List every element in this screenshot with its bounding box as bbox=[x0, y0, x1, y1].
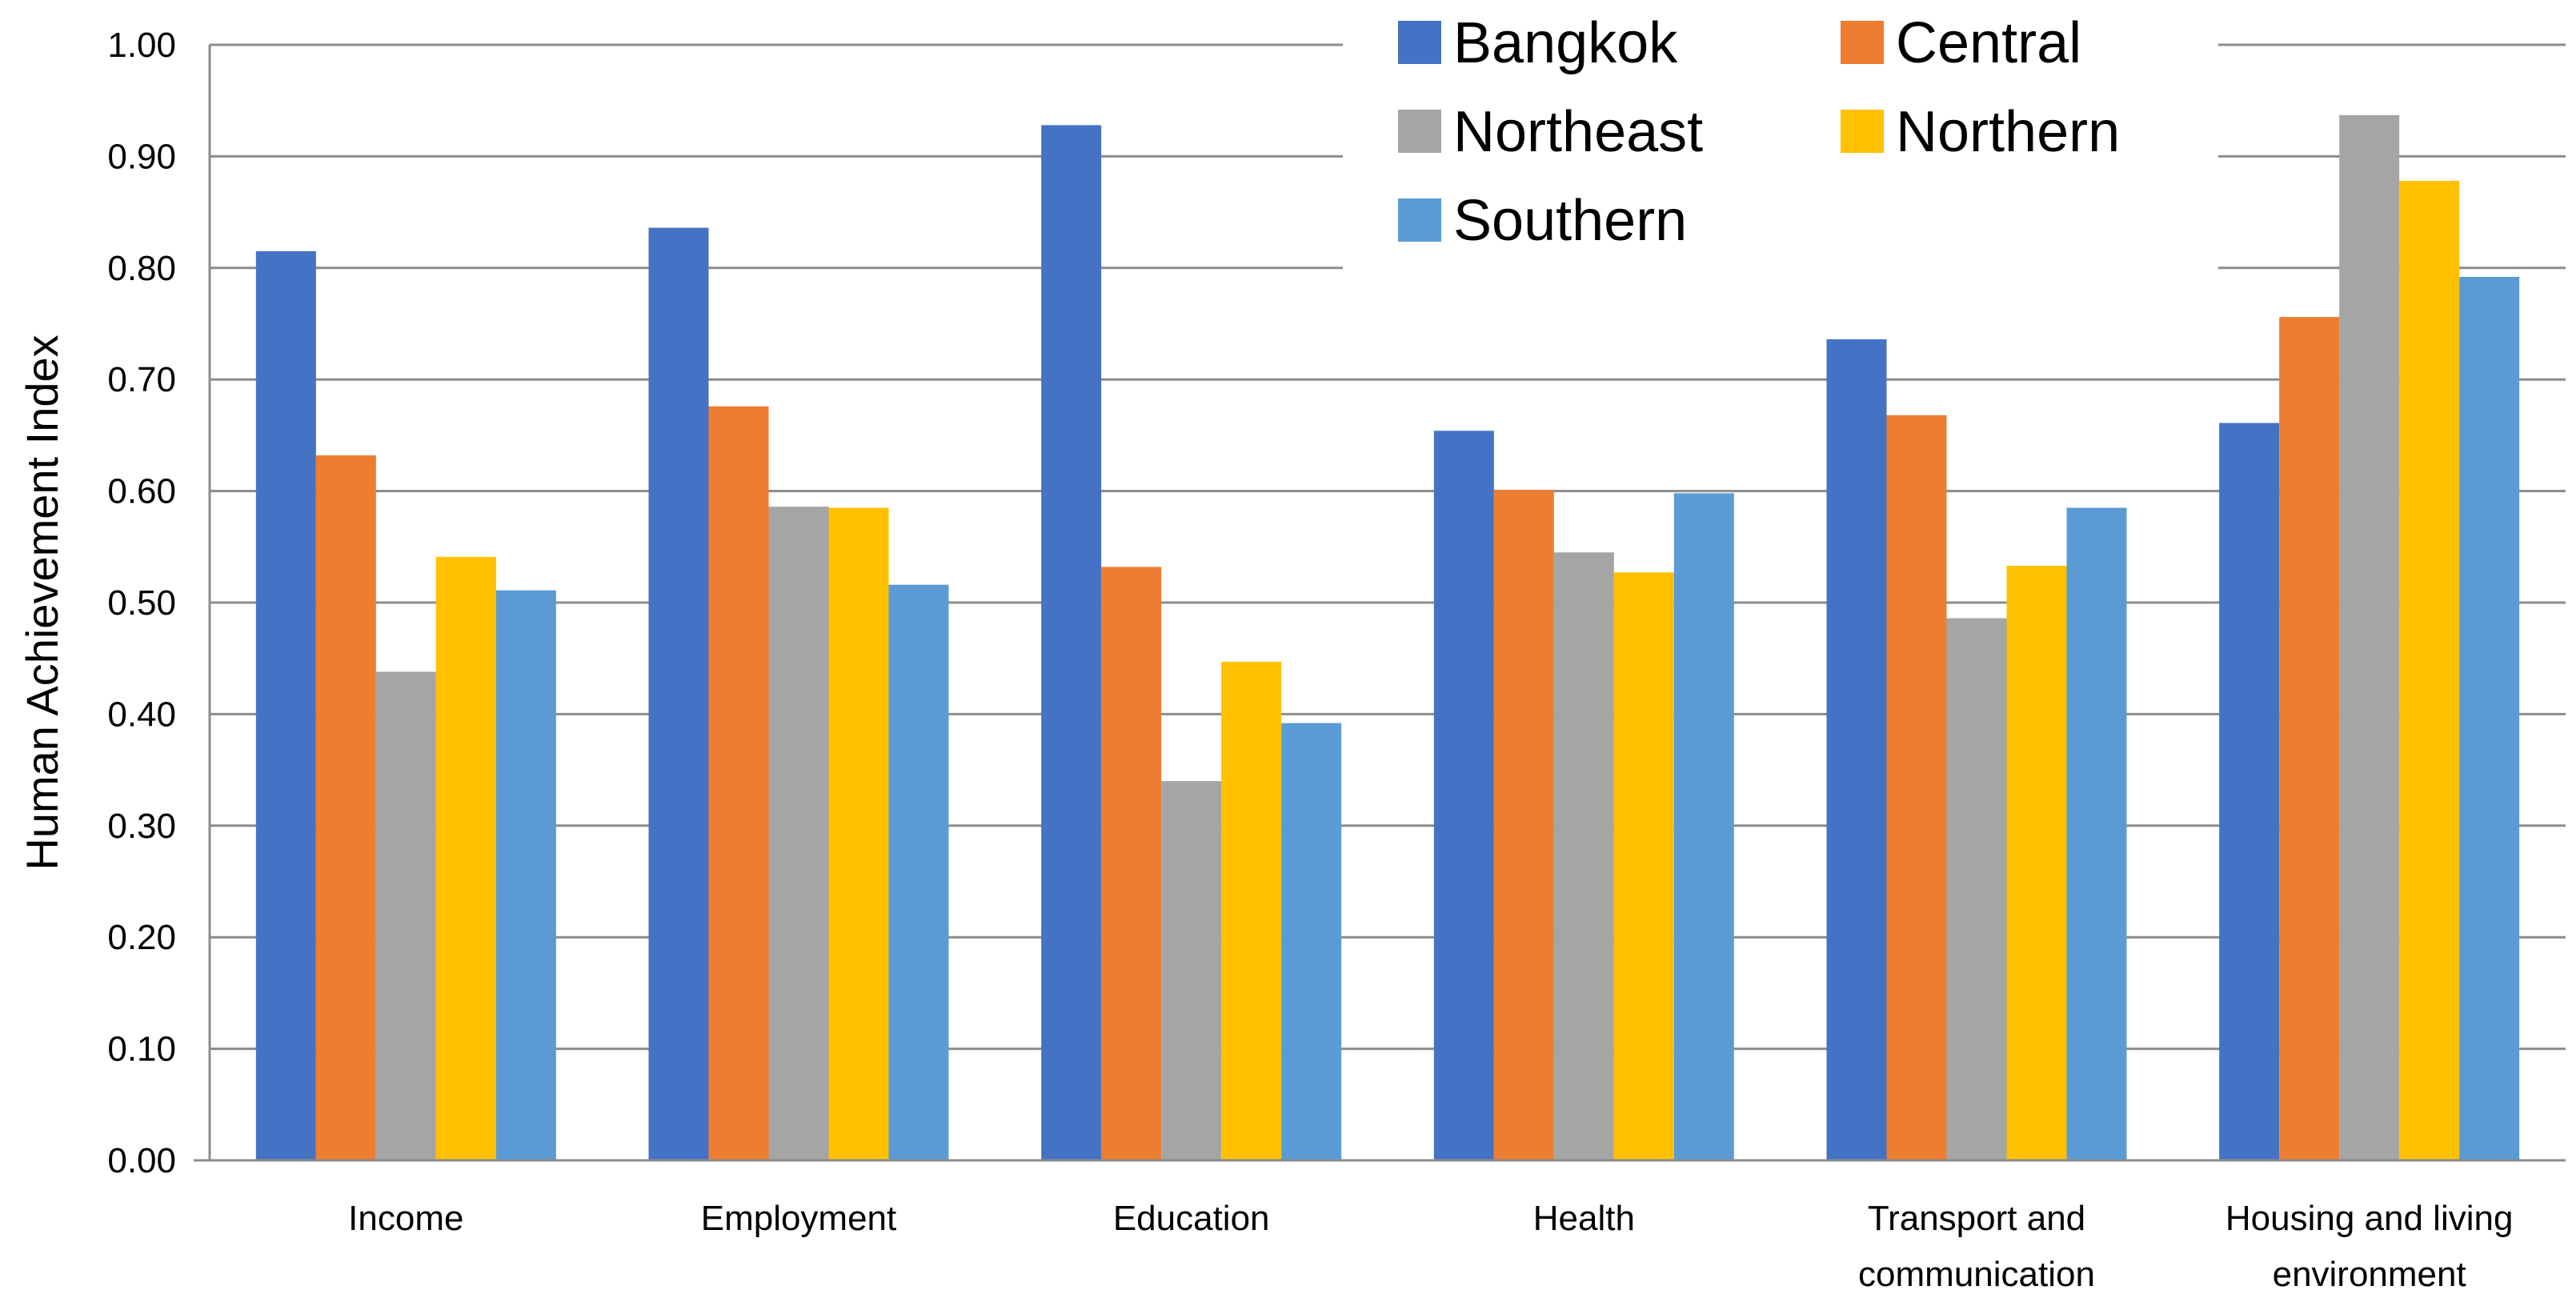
legend-swatch-northeast bbox=[1398, 110, 1441, 153]
y-tick-label: 0.60 bbox=[107, 472, 176, 511]
bar-central bbox=[1493, 490, 1554, 1160]
x-tick-label: Education bbox=[1113, 1199, 1270, 1238]
bar-northeast bbox=[1161, 781, 1222, 1160]
y-tick-label: 1.00 bbox=[107, 26, 176, 65]
x-tick-label: communication bbox=[1858, 1255, 2095, 1294]
bar-southern bbox=[495, 590, 556, 1160]
bar-northern bbox=[435, 556, 496, 1160]
legend-label-bangkok: Bangkok bbox=[1453, 11, 1678, 75]
bars bbox=[255, 114, 2520, 1161]
x-tick-label: Income bbox=[348, 1199, 463, 1238]
legend: Bangkok Central Northeast Northern Southern bbox=[1343, 0, 2218, 270]
bar-bangkok bbox=[648, 227, 709, 1161]
y-tick-label: 0.40 bbox=[107, 695, 176, 734]
axes: 0.00 0.10 0.20 0.30 0.40 0.50 0.60 0.70 0.80 0.90… bbox=[17, 26, 2566, 1294]
bar-southern bbox=[2066, 507, 2127, 1160]
bar-central bbox=[1101, 567, 1162, 1160]
y-tick-label: 0.50 bbox=[107, 583, 176, 623]
bar-bangkok bbox=[1826, 339, 1887, 1160]
bar-bangkok bbox=[1433, 431, 1494, 1160]
x-tick-label: Transport and bbox=[1868, 1199, 2085, 1238]
y-tick-label: 0.80 bbox=[107, 249, 176, 288]
bar-northeast bbox=[1946, 618, 2007, 1160]
bar-northern bbox=[2399, 181, 2460, 1160]
bar-northeast bbox=[2339, 114, 2400, 1160]
legend-background bbox=[1343, 0, 2218, 270]
y-tick-label: 0.30 bbox=[107, 807, 176, 846]
bar-northeast bbox=[375, 671, 436, 1160]
legend-label-northern: Northern bbox=[1896, 100, 2120, 164]
legend-swatch-bangkok bbox=[1398, 21, 1441, 64]
y-tick-label: 0.00 bbox=[107, 1141, 176, 1180]
y-tick-label: 0.20 bbox=[107, 918, 176, 957]
x-tick-label: Housing and living bbox=[2225, 1199, 2514, 1238]
bar-northern bbox=[1221, 661, 1282, 1160]
bar-bangkok bbox=[1041, 125, 1102, 1160]
bar-central bbox=[708, 406, 769, 1160]
bar-central bbox=[1886, 415, 1947, 1160]
y-tick-label: 0.10 bbox=[107, 1030, 176, 1069]
y-tick-label: 0.70 bbox=[107, 360, 176, 399]
bar-southern bbox=[1281, 723, 1342, 1160]
bar-central bbox=[2279, 317, 2340, 1160]
bar-southern bbox=[1673, 493, 1734, 1160]
bar-southern bbox=[2459, 276, 2520, 1160]
bar-northern bbox=[1613, 572, 1674, 1160]
legend-swatch-northern bbox=[1841, 110, 1884, 153]
legend-label-central: Central bbox=[1896, 11, 2081, 75]
bar-northern bbox=[828, 507, 889, 1160]
legend-label-northeast: Northeast bbox=[1453, 100, 1703, 164]
bar-northern bbox=[2006, 565, 2067, 1160]
y-tick-label: 0.90 bbox=[107, 137, 176, 176]
x-tick-label: Employment bbox=[701, 1199, 897, 1238]
bar-bangkok bbox=[2219, 423, 2280, 1160]
legend-swatch-southern bbox=[1398, 198, 1441, 242]
bar-bangkok bbox=[255, 250, 316, 1160]
bar-northeast bbox=[768, 507, 829, 1160]
legend-swatch-central bbox=[1841, 21, 1884, 64]
y-axis-title: Human Achievement Index bbox=[17, 335, 67, 870]
bar-northeast bbox=[1553, 552, 1614, 1160]
x-tick-label: environment bbox=[2273, 1255, 2466, 1294]
bar-central bbox=[315, 455, 376, 1160]
x-tick-label: Health bbox=[1533, 1199, 1635, 1238]
legend-label-southern: Southern bbox=[1453, 189, 1687, 253]
bar-southern bbox=[888, 584, 949, 1160]
